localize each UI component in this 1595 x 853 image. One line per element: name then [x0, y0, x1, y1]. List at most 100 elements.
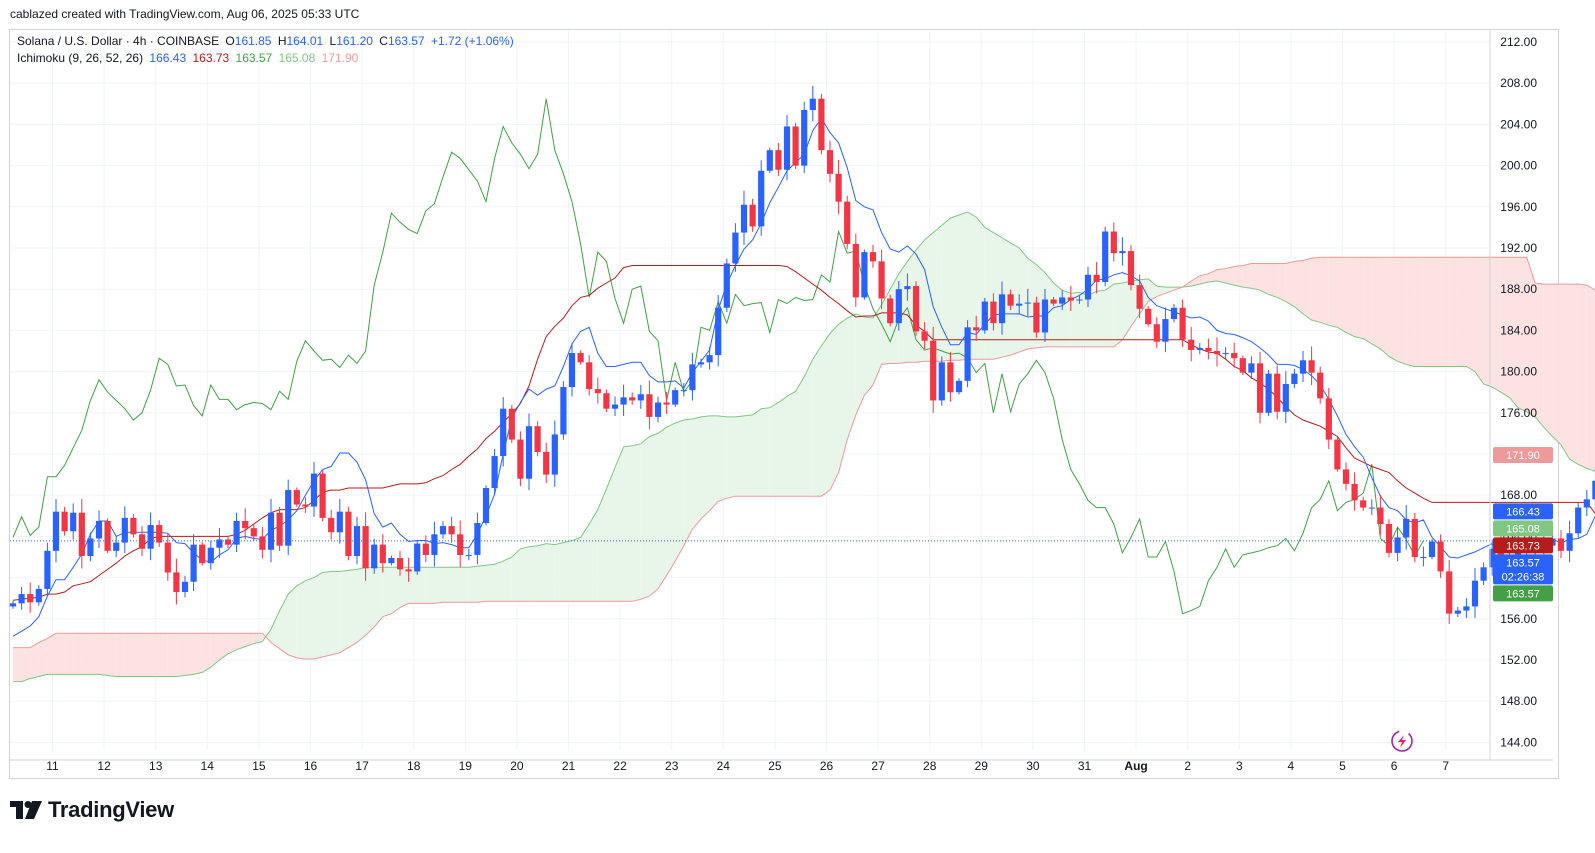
candle-body — [1446, 571, 1453, 614]
candle-body — [1007, 294, 1014, 306]
candle-body — [1489, 548, 1496, 568]
candle-body — [491, 456, 498, 488]
cloud-segment — [1337, 257, 1346, 333]
cloud-segment — [769, 402, 779, 497]
candle-body — [1196, 347, 1203, 350]
cloud-segment — [64, 633, 74, 675]
cloud-segment — [1191, 275, 1200, 287]
cloud-segment — [1526, 257, 1536, 417]
y-tick-label: 176.00 — [1500, 406, 1537, 420]
candle-body — [912, 286, 920, 332]
cloud-segment — [202, 633, 211, 673]
candle-body — [577, 353, 584, 363]
cloud-segment — [1277, 263, 1286, 302]
candle-body — [809, 98, 816, 110]
price-tag: 171.90 — [1493, 447, 1553, 464]
indicator-value-lead-b: 171.90 — [321, 51, 359, 65]
cloud-segment — [1122, 280, 1131, 340]
cloud-segment — [1199, 273, 1209, 285]
x-tick-label: 29 — [975, 759, 989, 773]
candle-body — [672, 390, 679, 405]
candle-body — [448, 526, 455, 535]
candle-body — [474, 523, 481, 555]
price-tag-background — [1493, 537, 1553, 554]
candle-body — [1592, 480, 1595, 500]
candle-body — [1583, 499, 1590, 508]
cloud-segment — [13, 647, 22, 682]
candle-body — [1342, 469, 1350, 484]
candle-body — [181, 581, 189, 593]
price-tag: 163.57 02:26:38 — [1493, 554, 1553, 585]
candle-body — [1033, 302, 1040, 333]
tradingview-logo[interactable]: TradingView — [10, 797, 174, 823]
candle-body — [517, 439, 524, 479]
price-tag-value: 171.90 — [1506, 450, 1540, 462]
candle-body — [525, 426, 533, 479]
candle-body — [353, 526, 361, 556]
candle-body — [594, 389, 601, 394]
cloud-segment — [30, 642, 39, 679]
cloud-segment — [296, 580, 306, 659]
candle-body — [1102, 231, 1109, 282]
candle-body — [947, 362, 954, 393]
cloud-segment — [1165, 287, 1174, 294]
candle-body — [852, 243, 859, 298]
indicator-value-base: 163.73 — [192, 51, 230, 65]
cloud-segment — [1113, 283, 1123, 347]
candle-body — [78, 512, 85, 556]
x-tick-label: 18 — [407, 759, 421, 773]
candle-body — [1145, 308, 1152, 325]
cloud-segment — [1518, 257, 1527, 412]
cloud-segment — [1483, 257, 1493, 388]
cloud-segment — [959, 211, 968, 361]
candle-body — [766, 150, 773, 171]
x-tick-label: 15 — [252, 759, 266, 773]
x-axis: 11 12 13 14 15 16 17 18 19 20 21 22 23 24 25 26 27 28 29 30… — [10, 759, 1553, 773]
cloud-segment — [838, 318, 848, 473]
cloud-segment — [1406, 257, 1415, 367]
cloud-segment — [1535, 283, 1544, 428]
candle-body — [955, 380, 963, 393]
cloud-segment — [245, 633, 254, 647]
candle-body — [1282, 383, 1289, 412]
cloud-segment — [1449, 257, 1458, 367]
cloud-segment — [1492, 257, 1501, 393]
candle-body — [52, 511, 60, 551]
cloud-segment — [967, 211, 977, 360]
candle-body — [70, 512, 77, 532]
candle-body — [396, 558, 404, 570]
creator-credit: cablazed created with TradingView.com, A… — [10, 7, 360, 21]
cloud-segment — [1303, 258, 1312, 321]
candle-body — [328, 517, 335, 533]
candle-body — [715, 307, 722, 356]
lightning-icon[interactable] — [1391, 730, 1413, 752]
candle-body — [173, 572, 180, 593]
price-tag: 166.43 — [1493, 503, 1553, 520]
candle-body — [431, 534, 438, 555]
cloud-segment — [709, 415, 719, 511]
candle-body — [1041, 299, 1049, 333]
candle-body — [1274, 373, 1281, 412]
cloud-segment — [830, 324, 839, 491]
x-tick-label: 27 — [871, 759, 885, 773]
candle-body — [732, 232, 739, 264]
cloud-segment — [744, 414, 753, 497]
candle-body — [336, 511, 343, 533]
symbol-name[interactable]: Solana / U.S. Dollar · 4h · COINBASE — [17, 34, 220, 48]
candle-body — [388, 558, 395, 564]
candle-body — [1179, 307, 1186, 340]
candle-body — [723, 263, 730, 308]
cloud-segment — [1010, 242, 1020, 356]
x-tick-label: 22 — [613, 759, 627, 773]
ohlc-high: H164.01 — [277, 34, 324, 48]
candle-body — [1265, 373, 1272, 413]
candle-body — [689, 364, 696, 391]
candle-body — [216, 539, 223, 548]
indicator-name[interactable]: Ichimoku (9, 26, 52, 26) — [17, 51, 144, 65]
cloud-segment — [1294, 260, 1303, 314]
cloud-segment — [279, 594, 289, 655]
candlestick-series — [9, 85, 1595, 625]
cloud-segment — [1397, 257, 1407, 365]
candle-body — [895, 289, 902, 324]
